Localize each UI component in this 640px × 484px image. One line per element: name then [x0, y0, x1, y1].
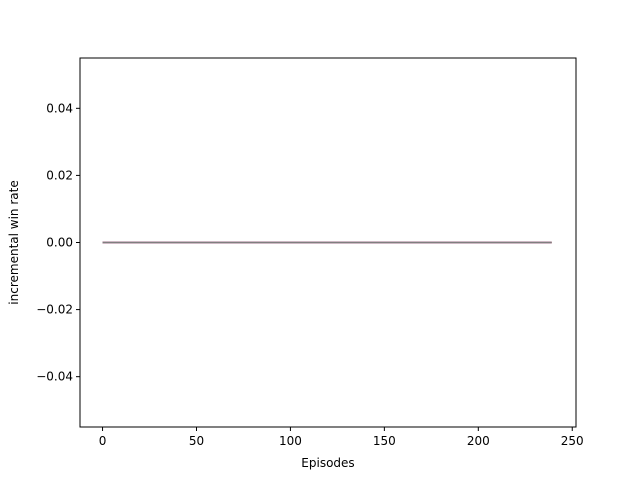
x-axis: 0 50 100 150 200 250	[99, 427, 584, 448]
x-tick-label: 150	[373, 434, 396, 448]
y-axis: −0.04 −0.02 0.00 0.02 0.04	[36, 101, 80, 384]
x-tick-label: 50	[189, 434, 204, 448]
y-tick-label: 0.02	[46, 168, 73, 182]
x-tick-label: 0	[99, 434, 107, 448]
y-tick-label: −0.02	[36, 303, 73, 317]
y-tick-label: 0.00	[46, 236, 73, 250]
x-axis-label: Episodes	[301, 456, 354, 470]
y-tick-label: 0.04	[46, 101, 73, 115]
x-tick-label: 100	[279, 434, 302, 448]
x-tick-label: 250	[561, 434, 584, 448]
x-tick-label: 200	[467, 434, 490, 448]
y-axis-label: incremental win rate	[7, 180, 21, 304]
y-tick-label: −0.04	[36, 370, 73, 384]
